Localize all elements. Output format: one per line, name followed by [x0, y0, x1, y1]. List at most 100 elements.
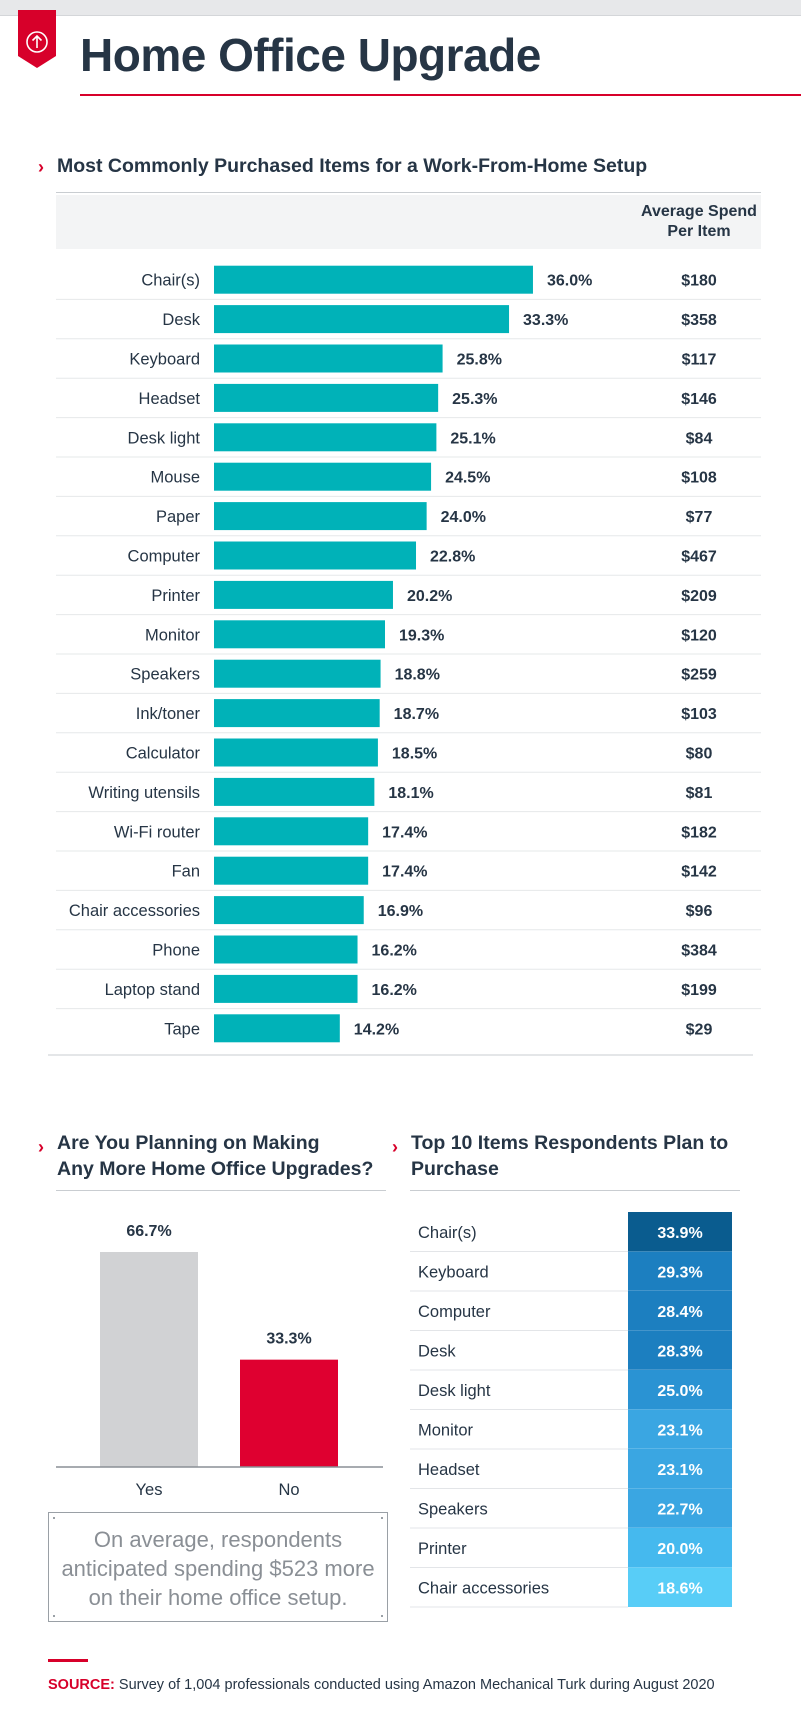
avg-spend-value: $81 — [686, 785, 713, 802]
bar — [214, 738, 378, 767]
category-label: Keyboard — [129, 351, 200, 369]
bar — [214, 305, 510, 334]
value-cell — [628, 1291, 732, 1331]
bar — [214, 265, 533, 294]
category-label: Printer — [151, 587, 200, 605]
bar-value-label: 66.7% — [126, 1223, 171, 1240]
bar-value-label: 22.8% — [430, 549, 475, 566]
category-label: Chair(s) — [418, 1224, 477, 1242]
source-note: SOURCE: Survey of 1,004 professionals co… — [48, 1677, 715, 1693]
avg-spend-value: $182 — [681, 824, 717, 841]
bar-value-label: 25.3% — [452, 391, 497, 408]
category-label: Ink/toner — [136, 705, 201, 723]
category-label: Desk — [418, 1342, 456, 1360]
bar-value-label: 24.5% — [445, 470, 490, 487]
bar-value-label: 24.0% — [441, 509, 486, 526]
bar — [214, 620, 385, 649]
avg-spend-value: $120 — [681, 627, 717, 644]
avg-spend-value: $77 — [686, 509, 713, 526]
chart3-title-line-1: Top 10 Items Respondents Plan to — [411, 1132, 729, 1154]
category-label: Wi-Fi router — [114, 823, 201, 841]
value-cell — [628, 1370, 732, 1410]
bar-value-label: 17.4% — [382, 864, 427, 881]
chart3-top-rule — [410, 1190, 740, 1191]
value-label: 33.9% — [657, 1225, 702, 1242]
avg-spend-value: $358 — [681, 312, 717, 329]
category-label: Writing utensils — [88, 784, 200, 802]
value-cell — [628, 1528, 732, 1568]
bar-value-label: 16.2% — [372, 982, 417, 999]
value-label: 29.3% — [657, 1264, 702, 1281]
category-label: Chair accessories — [418, 1579, 549, 1597]
category-label: Speakers — [130, 666, 200, 684]
value-label: 18.6% — [657, 1580, 702, 1597]
source-text: Survey of 1,004 professionals conducted … — [118, 1677, 715, 1693]
category-label: Paper — [156, 508, 201, 526]
avg-spend-value: $467 — [681, 549, 717, 566]
table-header-band — [56, 195, 761, 249]
value-cell — [628, 1212, 732, 1252]
category-label: Printer — [418, 1540, 467, 1558]
bar — [214, 699, 380, 728]
up-arrow-circle-icon — [18, 10, 56, 68]
category-label: Phone — [152, 942, 200, 960]
callout-text: On average, respondents anticipated spen… — [61, 1527, 375, 1610]
category-label: Desk light — [128, 429, 201, 447]
bar-value-label: 18.7% — [394, 706, 439, 723]
avg-spend-value: $108 — [681, 470, 717, 487]
chart3-title-line-2: Purchase — [411, 1158, 499, 1180]
value-label: 28.4% — [657, 1304, 702, 1321]
bar — [214, 935, 358, 964]
bar-value-label: 16.2% — [372, 943, 417, 960]
source-label: SOURCE: — [48, 1677, 115, 1693]
category-label: Speakers — [418, 1500, 488, 1518]
category-label: Fan — [172, 863, 200, 881]
bar — [214, 580, 393, 609]
value-cell — [628, 1409, 732, 1449]
category-label: Tape — [164, 1020, 200, 1038]
bar-value-label: 17.4% — [382, 824, 427, 841]
bar-value-label: 25.8% — [457, 352, 502, 369]
bar — [214, 659, 381, 688]
bar-value-label: 18.1% — [388, 785, 433, 802]
bar-value-label: 33.3% — [266, 1331, 311, 1348]
bar — [214, 777, 375, 806]
avg-spend-value: $180 — [681, 273, 717, 290]
category-label: No — [278, 1481, 299, 1499]
category-label: Headset — [418, 1461, 480, 1479]
bar — [100, 1252, 198, 1467]
avg-spend-value: $29 — [686, 1021, 713, 1038]
value-label: 23.1% — [657, 1462, 702, 1479]
bar — [214, 974, 358, 1003]
chevron-right-icon: › — [38, 1137, 44, 1157]
avg-spend-value: $384 — [681, 943, 717, 960]
value-label: 23.1% — [657, 1422, 702, 1439]
value-label: 22.7% — [657, 1501, 702, 1518]
avg-spend-value: $117 — [682, 352, 717, 369]
page-title: Home Office Upgrade — [80, 29, 541, 81]
avg-spend-value: $103 — [681, 706, 717, 723]
category-label: Monitor — [145, 626, 201, 644]
category-label: Computer — [418, 1303, 491, 1321]
category-label: Chair accessories — [69, 902, 200, 920]
bar-value-label: 20.2% — [407, 588, 452, 605]
category-label: Desk — [162, 311, 200, 329]
bar-value-label: 33.3% — [523, 312, 568, 329]
chart2-title-line-1: Are You Planning on Making — [57, 1132, 320, 1154]
chevron-right-icon: › — [392, 1137, 398, 1157]
value-cell — [628, 1488, 732, 1528]
top-bar — [0, 0, 801, 16]
value-cell — [628, 1567, 732, 1607]
category-label: Computer — [128, 548, 201, 566]
bar — [214, 344, 443, 373]
category-label: Laptop stand — [105, 981, 200, 999]
category-label: Calculator — [126, 745, 201, 763]
category-label: Keyboard — [418, 1263, 489, 1281]
avg-spend-value: $146 — [681, 391, 717, 408]
avg-spend-value: $84 — [686, 430, 713, 447]
chart1-top-rule — [56, 192, 761, 193]
chart2-title: Are You Planning on Making Any More Home… — [57, 1130, 373, 1182]
chart3-title: Top 10 Items Respondents Plan to Purchas… — [411, 1130, 728, 1182]
